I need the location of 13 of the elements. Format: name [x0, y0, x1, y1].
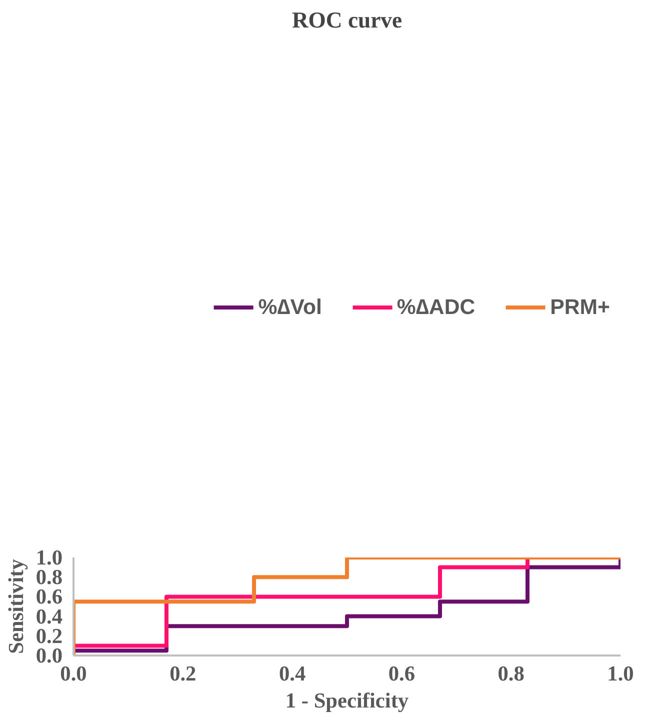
chart-title: ROC curve: [292, 8, 402, 32]
x-tick-label: 0.4: [278, 662, 306, 686]
legend-label: %∆Vol: [258, 294, 322, 320]
y-axis-title: Sensitivity: [4, 558, 28, 654]
line-series: [74, 558, 620, 656]
legend-label: PRM+: [550, 294, 610, 320]
x-tick-label: 1.0: [607, 662, 634, 686]
x-tick-label: 0.6: [388, 662, 416, 686]
x-tick-label: 0.8: [498, 662, 524, 686]
x-tick-label: 0.0: [60, 662, 87, 686]
legend-label: %∆ADC: [396, 294, 476, 320]
x-axis-title: 1 - Specificity: [285, 688, 409, 712]
x-tick-label: 0.2: [170, 662, 196, 686]
